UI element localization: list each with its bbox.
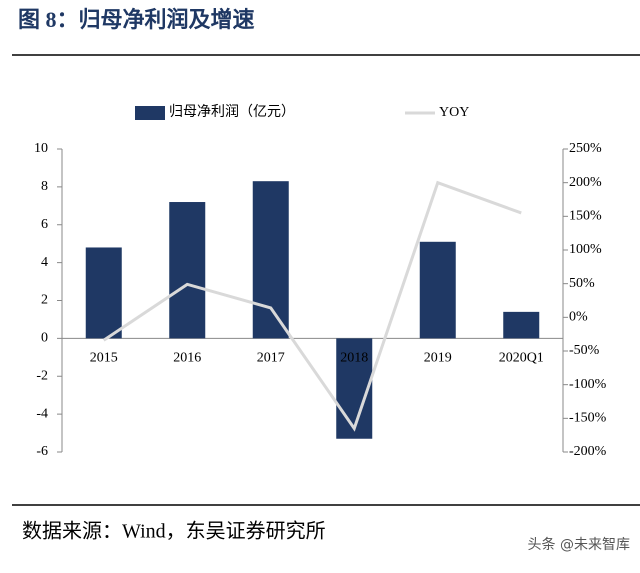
bar — [252, 181, 289, 339]
y2-tick-label: 0% — [569, 310, 588, 325]
x-tick-label: 2016 — [173, 351, 201, 366]
y-tick-label: 6 — [41, 217, 48, 232]
bar — [503, 311, 540, 339]
x-tick-label: 2020Q1 — [499, 351, 544, 366]
y-tick-label: 8 — [41, 179, 48, 194]
y2-tick-label: -150% — [569, 411, 607, 426]
y2-tick-label: 50% — [569, 276, 595, 291]
x-tick-label: 2019 — [424, 351, 452, 366]
y2-tick-label: -100% — [569, 377, 607, 392]
source: 数据来源：Wind，东吴证券研究所 — [22, 520, 326, 543]
legend-label: YOY — [439, 105, 469, 120]
y-tick-label: -2 — [36, 368, 48, 383]
line — [102, 180, 522, 432]
legend-swatch — [135, 106, 165, 120]
y2-tick-label: 200% — [569, 175, 602, 190]
y2-tick-label: 250% — [569, 141, 602, 156]
y-tick-label: 10 — [34, 141, 48, 156]
y-tick-label: -4 — [36, 406, 48, 421]
x-tick-label: 2018 — [340, 351, 368, 366]
y-tick-label: 2 — [41, 293, 48, 308]
y-tick-label: -6 — [36, 444, 48, 459]
bar — [169, 202, 206, 339]
legend-label: 归母净利润（亿元） — [169, 103, 295, 120]
y2-tick-label: -200% — [569, 444, 607, 459]
y2-tick-label: -50% — [569, 343, 600, 358]
bar — [419, 241, 456, 339]
bar — [85, 247, 122, 339]
chart: -6 -4 -2 0 2 4 6 8 10 -200% -150% -100% -50% 0% 50% 100… — [34, 103, 607, 459]
y2-tick-label: 100% — [569, 242, 602, 257]
x-tick-label: 2017 — [257, 351, 285, 366]
y-tick-label: 4 — [41, 255, 48, 270]
y2-tick-label: 150% — [569, 209, 602, 224]
y-tick-label: 0 — [41, 331, 48, 346]
title: 图 8：归母净利润及增速 — [18, 7, 255, 32]
x-tick-label: 2015 — [90, 351, 118, 366]
watermark: 头条 @未来智库 — [528, 536, 630, 553]
